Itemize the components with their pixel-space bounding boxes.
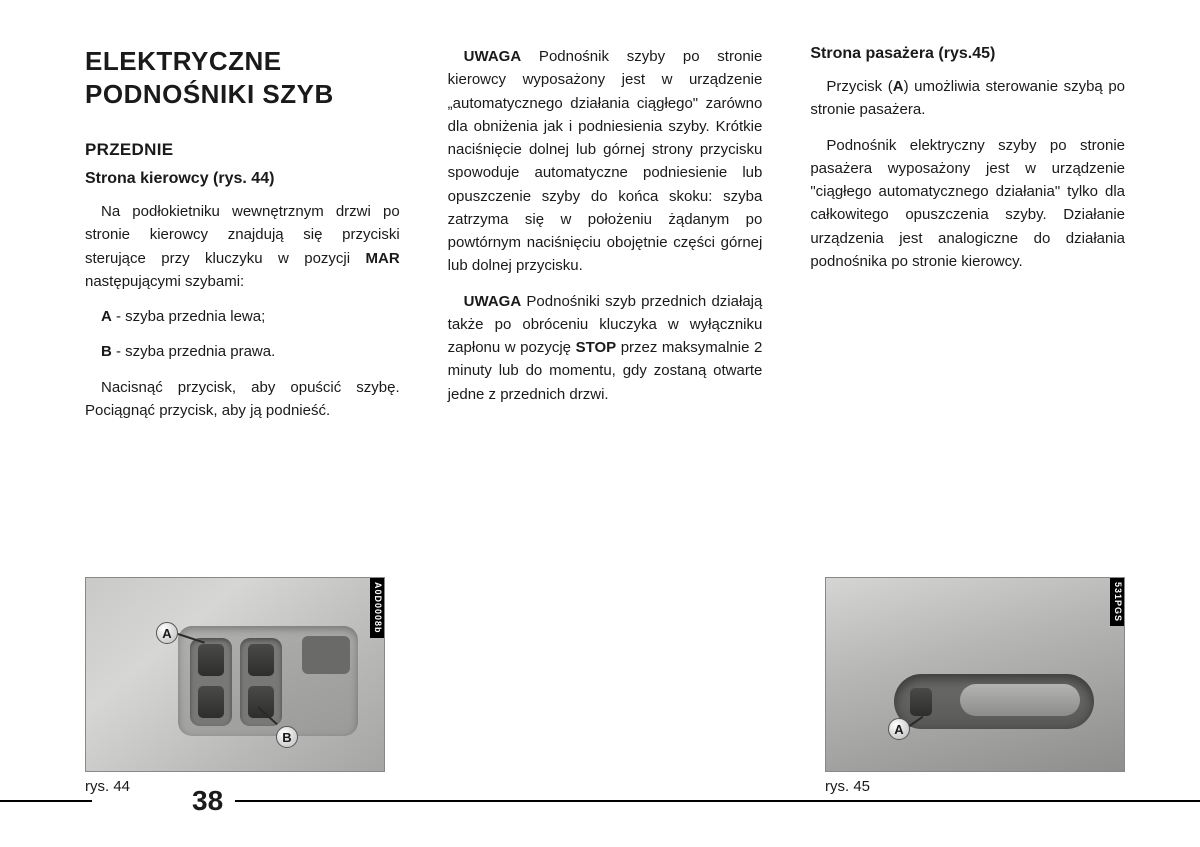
- figure-45-code: 531PGS: [1110, 578, 1124, 626]
- figure-44-wrap: A0D0008b A B rys. 44: [85, 577, 385, 795]
- figure-45-wrap: 531PGS A rys. 45: [825, 577, 1125, 795]
- p3-1-bold: A: [893, 78, 904, 95]
- button-group-left: [190, 638, 232, 726]
- armrest-panel: [178, 626, 358, 736]
- door-handle-recess: [894, 674, 1094, 729]
- main-title: ELEKTRYCZNE PODNOŚNIKI SZYB: [85, 45, 400, 110]
- section-heading-przednie: PRZEDNIE: [85, 140, 400, 160]
- rule-left: [0, 800, 92, 802]
- subheading-post: ): [269, 170, 274, 187]
- list-item-b: B - szyba przednia prawa.: [85, 340, 400, 363]
- callout-a: A: [156, 622, 178, 644]
- figure-45-image: 531PGS A: [825, 577, 1125, 772]
- subheading-pre: Strona kierowcy (: [85, 170, 218, 187]
- door-handle: [960, 684, 1080, 716]
- mirror-control: [302, 636, 350, 674]
- callout-a-45: A: [888, 718, 910, 740]
- rocker-upper-mid: [248, 644, 274, 676]
- para-passenger-1: Przycisk (A) umożliwia sterowanie szybą …: [810, 75, 1125, 122]
- subheading-passenger-side: Strona pasażera (rys.45): [810, 45, 1125, 63]
- list-item-a: A - szyba przednia lewa;: [85, 305, 400, 328]
- para-uwaga-1: UWAGA Podnośnik szyby po stronie kierowc…: [448, 45, 763, 278]
- subheading3-post: ): [990, 45, 995, 62]
- para-uwaga-2: UWAGA Podnośniki szyb przednich działają…: [448, 290, 763, 406]
- uwaga2-stop: STOP: [576, 339, 617, 356]
- figure-44-code: A0D0008b: [370, 578, 384, 638]
- window-switch-passenger: [910, 688, 932, 716]
- uwaga1-label: UWAGA: [464, 48, 522, 65]
- li-a-label: A: [101, 308, 112, 325]
- subheading3-pre: Strona pasażera (: [810, 45, 943, 62]
- li-a-text: - szyba przednia lewa;: [112, 308, 265, 325]
- callout-b: B: [276, 726, 298, 748]
- rocker-lower-left: [198, 686, 224, 718]
- li-b-text: - szyba przednia prawa.: [112, 343, 275, 360]
- figure-44-image: A0D0008b A B: [85, 577, 385, 772]
- p1-bold-mar: MAR: [366, 250, 400, 267]
- page-footer: 38: [0, 785, 1200, 817]
- p3-1-pre: Przycisk (: [826, 78, 892, 95]
- subheading3-ref: rys.45: [944, 45, 990, 62]
- uwaga2-label: UWAGA: [464, 293, 522, 310]
- li-b-label: B: [101, 343, 112, 360]
- subheading-driver-side: Strona kierowcy (rys. 44): [85, 170, 400, 188]
- para-press-button: Nacisnąć przycisk, aby opuścić szybę. Po…: [85, 376, 400, 423]
- p1-pre: Na podłokietniku wewnętrznym drzwi po st…: [85, 203, 400, 267]
- rocker-b: [248, 686, 274, 718]
- page-number: 38: [188, 785, 227, 817]
- subheading-ref: rys. 44: [218, 170, 269, 187]
- para-driver-intro: Na podłokietniku wewnętrznym drzwi po st…: [85, 200, 400, 293]
- rocker-a: [198, 644, 224, 676]
- uwaga1-text: Podnośnik szyby po stronie kierowcy wypo…: [448, 48, 763, 274]
- p1-post: następującymi szybami:: [85, 273, 244, 290]
- rule-right: [235, 800, 1200, 802]
- para-passenger-2: Podnośnik elektryczny szyby po stronie p…: [810, 134, 1125, 274]
- button-group-mid: [240, 638, 282, 726]
